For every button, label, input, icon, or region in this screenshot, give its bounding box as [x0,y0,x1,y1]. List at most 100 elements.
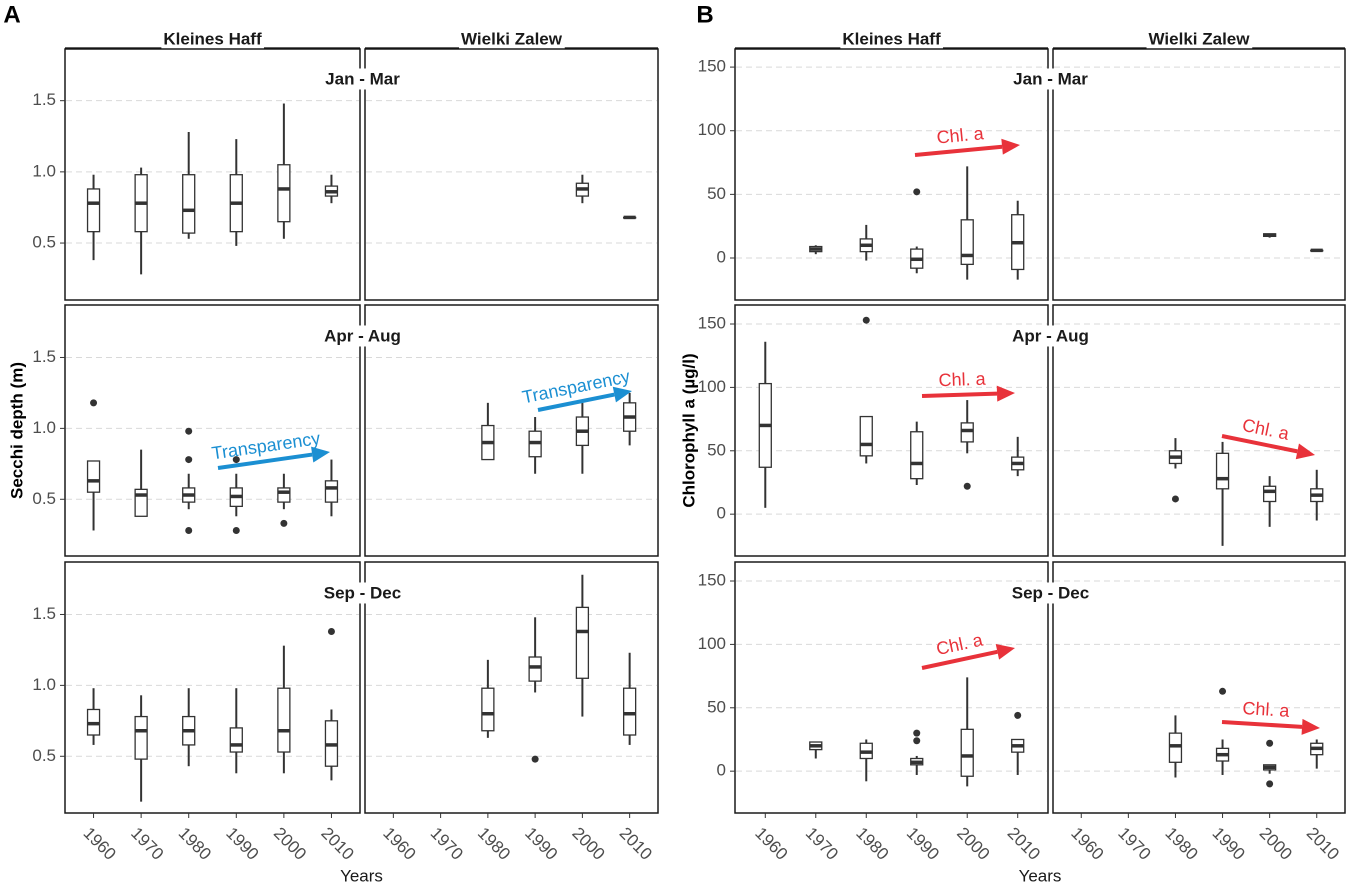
annotation: Chl. a [1242,698,1291,721]
x-tick-label: 2000 [953,824,993,864]
y-axis-title: Chlorophyll a (µg/l) [679,353,698,507]
outlier [1014,711,1022,719]
boxplot [575,402,590,474]
boxplot [910,729,924,775]
arrow-shaft [217,452,313,470]
boxplot [960,677,974,787]
box [86,188,101,233]
facet-panel [734,304,1049,557]
boxplot [809,245,823,255]
boxplot [809,741,823,759]
boxplot [1011,711,1025,775]
arrow-head [995,643,1015,660]
boxplot [1310,248,1324,253]
box [277,164,291,223]
boxplot [528,417,542,474]
y-tick-label: 1.5 [32,604,56,623]
x-tick-label: 1980 [852,824,892,864]
outlier [327,627,335,635]
x-tick-label: 1990 [1209,824,1249,864]
row-label: Apr - Aug [1012,326,1089,345]
arrow-shaft [921,391,998,398]
boxplot [86,174,101,261]
box [481,687,495,732]
boxplot [1215,687,1230,775]
boxplot [575,574,590,717]
y-tick-label: 1.0 [32,418,56,437]
boxplot [182,688,196,767]
outlier [913,188,921,196]
boxplot [134,167,148,275]
boxplot [182,427,196,534]
outlier [90,399,98,407]
boxplot [528,617,542,763]
x-tick-label: 1990 [222,824,262,864]
boxplot [1168,715,1183,778]
panel-label: A [3,1,20,28]
outlier [185,526,193,534]
boxplot [1011,436,1025,477]
box [528,656,542,682]
boxplot [229,688,243,774]
row-label: Jan - Mar [325,69,400,88]
x-tick-label: 2000 [568,824,608,864]
y-tick-label: 1.5 [32,347,56,366]
facet-panel [364,561,659,814]
boxplot [758,341,772,508]
arrow-head [311,446,330,463]
facet-panel [64,561,361,814]
row-label: Sep - Dec [1012,583,1089,602]
arrow-shaft [914,144,1003,157]
x-axis-title: Years [340,866,383,885]
x-tick-label: 1970 [427,824,467,864]
facet-panel [734,561,1049,814]
box [622,687,637,736]
x-tick-label: 1960 [80,824,120,864]
y-tick-label: 150 [698,57,726,76]
box [134,715,148,760]
outlier [1266,780,1274,788]
boxplot [1262,233,1277,238]
outlier [1266,739,1274,747]
boxplot [86,399,101,531]
box [960,219,974,266]
boxplot [277,645,291,774]
y-tick-label: 50 [707,697,726,716]
column-header: Wielki Zalew [461,29,563,48]
boxplot [622,215,637,220]
arrow-shaft [1221,434,1298,454]
arrow-head [1001,138,1020,155]
row-label-bg [1010,68,1092,90]
annotation: Chl. a [938,369,987,391]
outlier [913,729,921,737]
boxplot [1310,739,1324,769]
x-tick-label: 1980 [1161,824,1201,864]
y-tick-label: 0.5 [32,233,56,252]
row-label-bg [320,582,405,604]
outlier [913,737,921,745]
y-tick-label: 0.5 [32,746,56,765]
boxplot [859,316,873,464]
arrow-head [996,385,1015,402]
x-tick-label: 1990 [521,824,561,864]
y-tick-label: 50 [707,440,726,459]
x-tick-label: 1960 [379,824,419,864]
column-header: Wielki Zalew [1149,29,1251,48]
boxplot [1262,476,1277,527]
arrow-shaft [921,649,998,670]
boxplot [1262,739,1277,788]
outlier [185,427,193,435]
x-tick-label: 1970 [127,824,167,864]
row-label-bg [321,325,404,347]
box [1215,452,1230,490]
row-label: Apr - Aug [324,326,401,345]
x-tick-label: 1980 [175,824,215,864]
x-tick-label: 1990 [903,824,943,864]
outlier [280,519,288,527]
boxplot [481,659,495,738]
boxplot [622,652,637,745]
boxplot [134,695,148,802]
x-tick-label: 2010 [1303,824,1343,864]
outlier [862,316,870,324]
boxplot [960,166,974,280]
